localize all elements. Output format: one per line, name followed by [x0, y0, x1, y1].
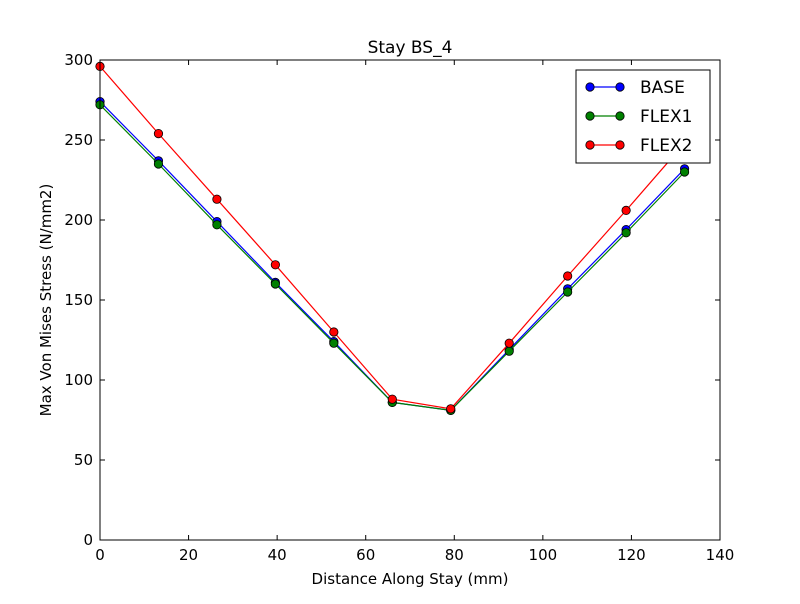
data-point-flex2	[329, 327, 339, 337]
legend-marker-flex1	[615, 111, 625, 121]
data-point-flex1	[212, 220, 222, 230]
data-point-flex1	[153, 159, 164, 169]
y-axis-label: Max Von Mises Stress (N/mm2)	[37, 184, 55, 417]
y-tick-label: 0	[83, 531, 93, 549]
y-tick-label: 250	[64, 131, 93, 149]
x-axis-label: Distance Along Stay (mm)	[312, 570, 509, 588]
chart-title: Stay BS_4	[368, 38, 453, 58]
legend-marker-flex2	[585, 140, 595, 150]
x-tick-label: 0	[95, 546, 105, 564]
y-tick-label: 150	[64, 291, 93, 309]
data-point-flex2	[446, 404, 456, 414]
data-point-flex1	[679, 167, 690, 177]
data-point-flex2	[153, 129, 164, 139]
chart-legend: BASE FLEX1 FLEX2	[575, 69, 711, 164]
data-point-flex2	[270, 260, 280, 270]
plot-frame	[99, 59, 721, 541]
x-tick-label: 20	[179, 546, 198, 564]
x-tick-label: 80	[445, 546, 464, 564]
legend-label-flex2: FLEX2	[640, 136, 692, 156]
data-point-flex2	[621, 205, 631, 215]
y-tick-label: 200	[64, 211, 93, 229]
data-point-flex2	[504, 338, 514, 348]
legend-marker-flex1	[585, 111, 595, 121]
legend-marker-base	[585, 82, 595, 92]
y-tick-label: 300	[64, 51, 93, 69]
x-tick-label: 140	[706, 546, 735, 564]
legend-marker-flex2	[615, 140, 625, 150]
legend-marker-base	[615, 82, 625, 92]
y-tick-label: 100	[64, 371, 93, 389]
data-point-flex2	[387, 394, 397, 404]
x-tick-label: 40	[268, 546, 287, 564]
data-point-flex2	[563, 271, 573, 281]
data-point-flex2	[212, 194, 222, 204]
data-point-flex1	[504, 346, 514, 356]
x-tick-label: 100	[529, 546, 558, 564]
x-tick-label: 60	[356, 546, 375, 564]
x-tick-label: 120	[617, 546, 646, 564]
plot-series	[95, 61, 690, 415]
axis-ticks: 0 20 40 60 80 100 120 140 0 50 100 150 200 250 300	[64, 51, 734, 564]
data-point-flex1	[329, 338, 339, 348]
legend-label-flex1: FLEX1	[640, 107, 692, 127]
y-tick-label: 50	[74, 451, 93, 469]
data-point-flex1	[621, 228, 631, 238]
data-point-flex1	[563, 287, 573, 297]
legend-label-base: BASE	[640, 78, 685, 98]
data-point-flex1	[270, 279, 280, 289]
